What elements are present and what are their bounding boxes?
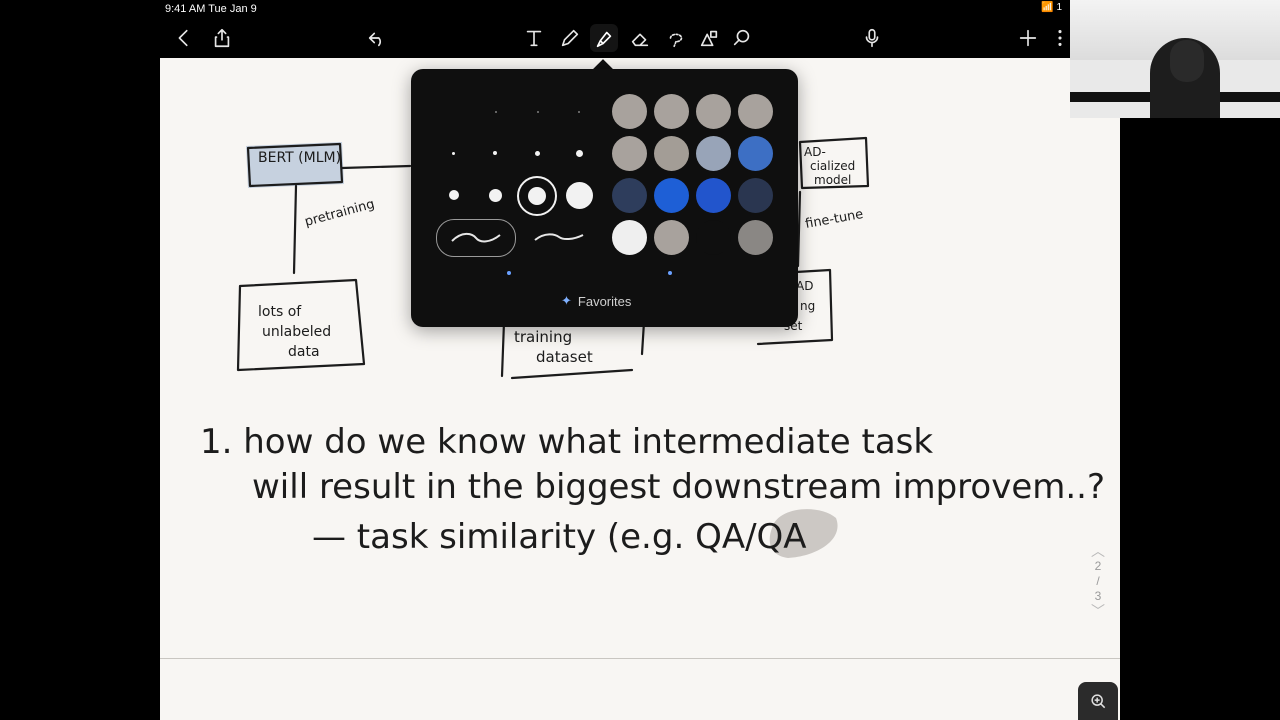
bert-box-text: BERT (MLM) [258,150,341,166]
stroke-style-smooth[interactable] [436,219,516,257]
training-underline [510,368,634,380]
size-dot[interactable] [449,190,459,200]
stroke-style-thin[interactable] [520,219,598,255]
bert-highlight [246,142,344,188]
training-line-1: training [514,328,572,346]
size-dot[interactable] [493,151,497,155]
color-swatch[interactable] [654,220,689,255]
size-dot[interactable] [535,151,540,156]
zoom-window-button[interactable] [1078,682,1118,720]
arrow-bert-right [340,164,412,170]
model-box [798,136,870,190]
color-swatch[interactable] [654,94,689,129]
finetune-label: fine-tune [804,207,864,232]
arrow-bert-down [292,184,298,275]
color-swatch[interactable] [696,178,731,213]
pen-icon[interactable] [556,24,584,52]
status-time: 9:41 AM Tue Jan 9 [165,3,257,15]
pretraining-label: pretraining [303,197,376,230]
favorites-star-icon: ✦ [561,293,572,308]
handwritten-canvas[interactable]: BERT (MLM) pretraining lots of unlabeled… [160,58,1120,658]
color-swatch[interactable] [738,220,773,255]
undo-icon[interactable] [363,24,391,52]
wifi-icon: 📶 1 [1041,2,1062,13]
bert-box [246,142,344,188]
more-icon[interactable] [1046,24,1074,52]
color-swatch[interactable] [654,136,689,171]
color-swatch[interactable] [738,94,773,129]
model-line-1: AD- [804,145,826,159]
arrow-model-down [796,190,802,268]
training-box-sides [500,320,646,378]
color-swatch[interactable] [612,94,647,129]
ad-line-2: ng [800,299,815,313]
size-dot[interactable] [566,182,593,209]
page-total: 3 [1094,589,1102,603]
color-swatch[interactable] [738,136,773,171]
lasso-icon[interactable] [662,24,690,52]
qa-highlight [769,509,838,558]
share-icon[interactable] [208,24,236,52]
status-bar: 9:41 AM Tue Jan 9 📶 1 [0,0,1070,18]
favorites-button[interactable]: ✦ Favorites [561,292,631,310]
unlabeled-data-box [236,278,366,372]
color-swatch[interactable] [612,178,647,213]
webcam-head [1170,40,1204,82]
color-swatch[interactable] [612,136,647,171]
training-line-2: dataset [536,348,593,366]
microphone-icon[interactable] [858,24,886,52]
pager-dot-right[interactable] [668,271,672,275]
ad-line-1: AD [796,279,813,293]
color-popover [411,69,798,327]
size-dot[interactable] [578,111,580,113]
model-line-3: model [814,173,851,187]
unlabeled-line-3: data [288,344,320,360]
webcam-video [1070,0,1280,118]
highlighter-icon[interactable] [590,24,618,52]
size-dot[interactable] [452,152,455,155]
pager-dot-left[interactable] [507,271,511,275]
unlabeled-line-1: lots of [258,304,302,320]
shapes-icon[interactable] [695,24,723,52]
size-dot-selected[interactable] [528,187,546,205]
color-swatch[interactable] [612,220,647,255]
size-dot[interactable] [489,189,502,202]
note-line-3: — task similarity (e.g. QA/QA [312,517,807,557]
chevron-down-icon[interactable]: ﹀ [1091,603,1105,619]
unlabeled-line-2: unlabeled [262,324,331,340]
note-line-2: will result in the biggest downstream im… [252,467,1105,507]
add-icon[interactable] [1014,24,1042,52]
page-break [160,658,1120,659]
eraser-icon[interactable] [626,24,654,52]
chevron-up-icon[interactable]: ︿ [1091,543,1105,559]
magnifier-icon [1091,694,1106,709]
size-selected-ring[interactable] [517,176,557,216]
color-swatch[interactable] [738,178,773,213]
ad-box [756,268,834,346]
page-separator: / [1096,574,1100,588]
color-swatch[interactable] [654,178,689,213]
page-indicator[interactable]: ︿ 2 / 3 ﹀ [1088,544,1108,619]
page-current: 2 [1094,559,1102,573]
size-dot[interactable] [495,111,497,113]
note-line-1: 1. how do we know what intermediate task [200,422,933,462]
color-swatch[interactable] [696,94,731,129]
favorites-label: Favorites [577,293,632,309]
toolbar [160,18,1070,58]
size-dot[interactable] [576,150,583,157]
color-swatch[interactable] [696,220,731,255]
model-line-2: cialized [810,159,855,173]
color-swatch[interactable] [696,136,731,171]
size-dot[interactable] [537,111,539,113]
zoom-tool-icon[interactable] [728,24,756,52]
text-tool-icon[interactable] [520,24,548,52]
back-chevron-icon[interactable] [170,24,198,52]
